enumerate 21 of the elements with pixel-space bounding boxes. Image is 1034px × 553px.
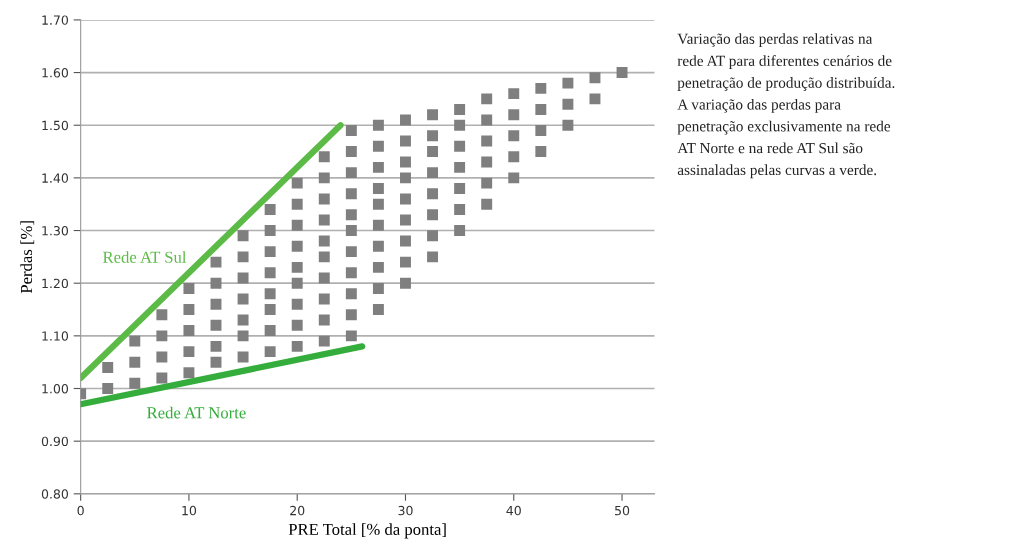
y-tick-label: 1.20 [42, 278, 69, 289]
y-tick-label: 1.00 [42, 383, 69, 394]
x-axis-title: PRE Total [% da ponta] [288, 523, 446, 539]
x-tick-label: 40 [506, 505, 521, 516]
y-tick-label: 1.40 [42, 173, 69, 183]
x-tick-label: 20 [290, 505, 305, 516]
y-tick-label: 1.30 [42, 226, 69, 236]
y-tick-label: 1.70 [42, 15, 69, 25]
x-tick-label: 10 [182, 505, 197, 516]
x-tick-label: 50 [615, 505, 630, 516]
y-tick-label: 1.60 [42, 68, 69, 78]
x-tick-label: 0 [77, 505, 84, 516]
y-tick-label: 1.50 [42, 120, 69, 131]
series-label: Rede AT Norte [147, 406, 246, 419]
y-tick-label: 1.10 [42, 331, 69, 341]
series-label: Rede AT Sul [102, 251, 187, 263]
y-tick-label: 0.80 [41, 489, 69, 499]
text: Variação das perdas relativas na rede AT para diferentes cenários de penetração de produção distribuída. A variação das perdas para penetração exclusivamente na rede AT Norte e na rede AT Sul são assinaladas pelas curvas a verde. [677, 33, 895, 179]
y-axis-title: Perdas [%] [20, 221, 35, 294]
x-tick-label: 30 [398, 505, 413, 516]
y-tick-label: 0.90 [41, 436, 69, 447]
